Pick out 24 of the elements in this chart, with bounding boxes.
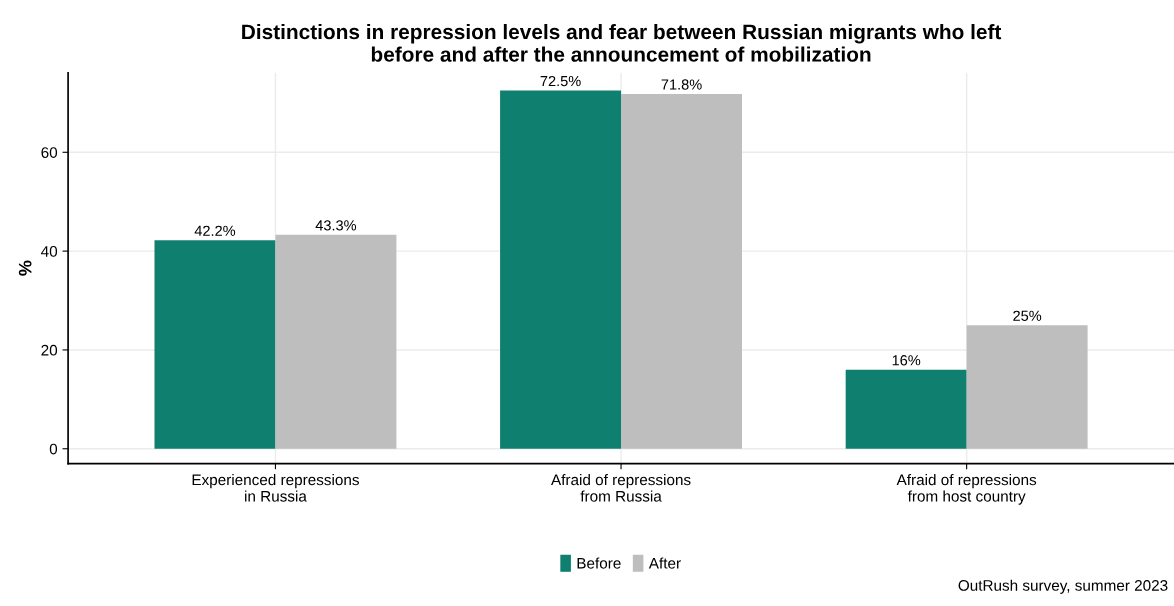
legend-label: After	[648, 557, 681, 569]
y-tick-label: 20	[41, 344, 58, 356]
x-tick-label: Experienced repressions in Russia	[192, 474, 359, 502]
chart-title: Distinctions in repression levels and fear between Russian migrants who left before and after the announcement of mobilization	[242, 23, 1002, 62]
bar	[500, 90, 622, 449]
bar	[845, 369, 967, 449]
y-tick-label: 60	[41, 147, 58, 158]
y-tick-label: 0	[49, 443, 58, 455]
data-label: 72.5%	[540, 75, 581, 87]
x-tick-label: Afraid of repressions from host country	[896, 474, 1037, 505]
data-label: 43.3%	[315, 220, 357, 231]
data-label: 16%	[892, 355, 921, 366]
legend-label: Before	[577, 557, 621, 569]
bar	[966, 325, 1088, 449]
y-tick-label: 40	[41, 245, 58, 257]
bar	[275, 234, 397, 449]
y-axis-title: %	[18, 260, 32, 276]
data-label: 71.8%	[661, 79, 702, 90]
x-tick-label: Afraid of repressions from Russia	[551, 474, 691, 502]
text: OutRush survey, summer 2023	[958, 579, 1168, 594]
data-label: 42.2%	[194, 225, 236, 236]
bar	[154, 240, 276, 449]
data-label: 25%	[1013, 310, 1042, 321]
bar	[621, 93, 742, 449]
